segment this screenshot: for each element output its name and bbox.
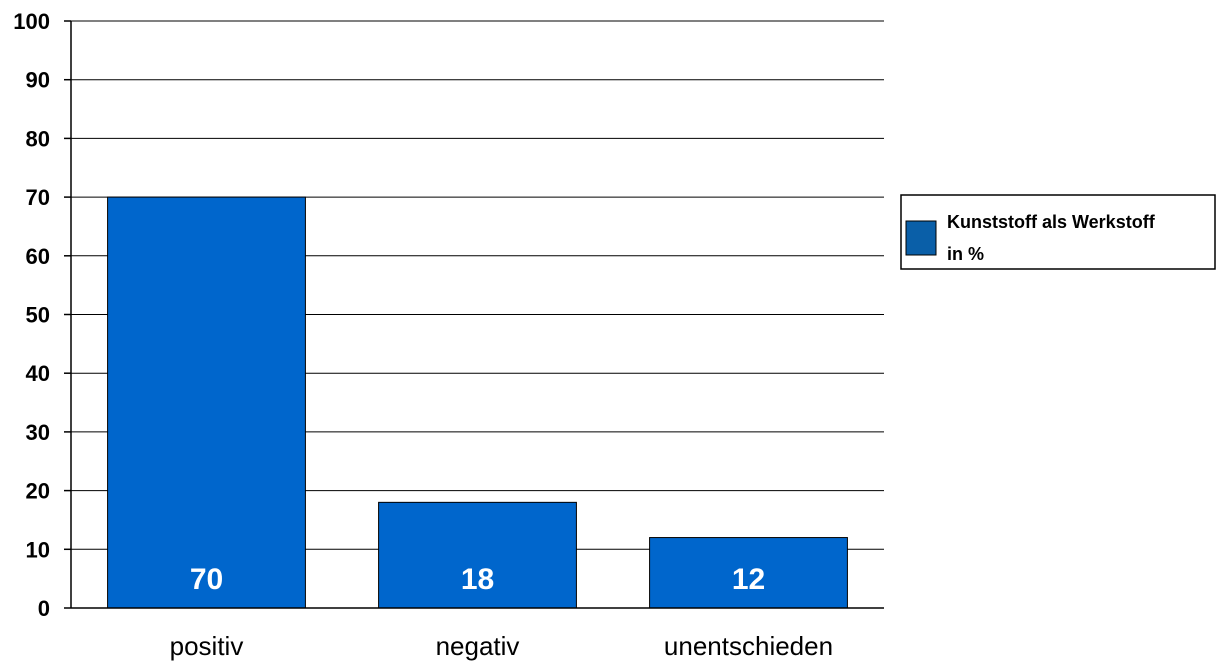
legend-label-line-2: in %: [947, 244, 984, 264]
data-label: 70: [190, 563, 223, 596]
y-tick-label: 80: [26, 126, 50, 151]
axes: [70, 21, 884, 609]
y-tick-label: 40: [26, 361, 50, 386]
x-tick-label: positiv: [170, 631, 244, 661]
y-tick-label: 10: [26, 537, 50, 562]
bar-positiv: [107, 196, 306, 609]
y-tick-label: 100: [13, 9, 50, 34]
data-label: 18: [461, 563, 494, 596]
bar-negativ: [378, 501, 577, 609]
data-label: 12: [732, 563, 765, 596]
legend-label-line-1: Kunststoff als Werkstoff: [947, 212, 1156, 232]
legend-box: [900, 194, 1216, 270]
x-tick-label: negativ: [436, 631, 520, 661]
y-tick-labels: 0 10 20 30 40 50 60 70 80 90 100: [13, 9, 50, 621]
y-tick-label: 30: [26, 420, 50, 445]
legend-swatch: [905, 220, 937, 256]
y-tick-label: 0: [38, 596, 50, 621]
bars: [107, 196, 848, 609]
bar-unentschieden: [649, 537, 848, 609]
data-labels: 70 18 12: [190, 563, 765, 596]
x-tick-labels: positiv negativ unentschieden: [170, 631, 833, 661]
x-tick-label: unentschieden: [664, 631, 833, 661]
legend: Kunststoff als Werkstoff in %: [900, 194, 1216, 270]
y-tick-label: 70: [26, 185, 50, 210]
y-tick-label: 90: [26, 68, 50, 93]
y-tick-label: 20: [26, 479, 50, 504]
y-tick-label: 50: [26, 303, 50, 328]
y-tick-label: 60: [26, 244, 50, 269]
